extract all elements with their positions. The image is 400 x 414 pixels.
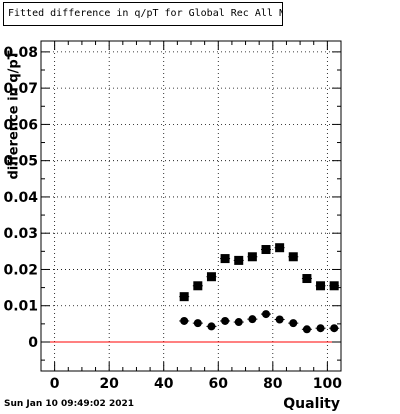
square-marker [329, 281, 339, 291]
square-marker [261, 245, 271, 255]
square-marker [234, 255, 244, 265]
x-tick-label: 60 [209, 376, 229, 392]
x-tick-label: 0 [50, 376, 60, 392]
data-points [179, 243, 340, 334]
circle-marker [330, 324, 339, 333]
axes: 0 20 40 60 80 100 0 0.01 0.02 0.03 0.04 0.05 0.06 0.0… [3, 41, 342, 392]
square-marker [275, 243, 285, 253]
circle-marker [262, 310, 270, 319]
circle-marker [234, 318, 243, 327]
y-axis-label: difference in q/pT [6, 50, 22, 180]
x-tick-label: 40 [154, 376, 174, 392]
y-tick-label: 0 [28, 335, 38, 351]
circle-marker [193, 319, 202, 328]
circle-marker [248, 315, 257, 324]
circle-marker [180, 316, 189, 325]
circle-marker [289, 319, 298, 328]
y-tick-label: 0.04 [3, 190, 38, 206]
circle-marker [316, 324, 325, 333]
square-marker [288, 252, 298, 262]
circle-marker [207, 322, 216, 331]
y-tick-label: 0.07 [3, 81, 38, 97]
square-marker [302, 274, 312, 284]
square-marker [179, 292, 189, 302]
y-tick-label: 0.02 [3, 262, 38, 278]
square-marker [247, 252, 257, 262]
y-tick-label: 0.01 [3, 299, 38, 315]
y-tick-label: 0.03 [3, 226, 38, 242]
y-tick-label: 0.08 [3, 45, 38, 61]
y-tick-label: 0.05 [3, 154, 38, 170]
circle-marker [221, 316, 230, 325]
chart-title: Fitted difference in q/pT for Global Rec… [3, 2, 283, 26]
x-tick-label: 80 [263, 376, 283, 392]
x-tick-label: 100 [313, 376, 342, 392]
x-axis-label: Quality [283, 396, 340, 412]
square-marker [220, 254, 230, 264]
square-marker [206, 272, 216, 282]
square-marker [193, 281, 203, 291]
square-marker [316, 281, 326, 291]
circle-marker [275, 315, 284, 324]
y-tick-label: 0.06 [3, 117, 38, 133]
datestamp: Sun Jan 10 09:49:02 2021 [4, 399, 135, 409]
x-tick-label: 20 [99, 376, 119, 392]
circle-marker [302, 325, 311, 334]
